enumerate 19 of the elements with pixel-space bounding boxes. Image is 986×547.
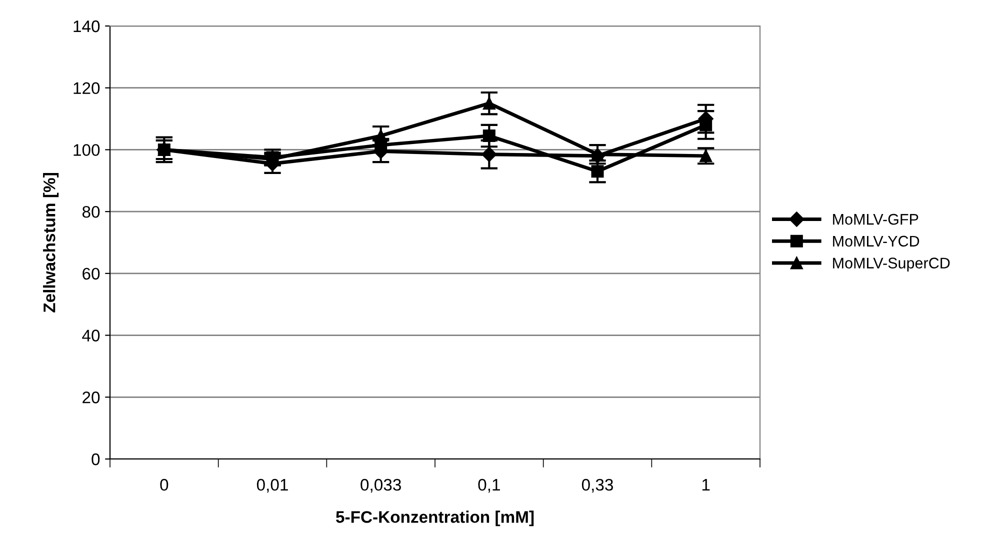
x-tick-label: 0,1 (478, 478, 500, 493)
x-tick-label: 1 (702, 479, 710, 491)
x-tick-label: 0,01 (256, 478, 288, 493)
legend-label: MoMLV-YCD (833, 236, 920, 247)
legend-label: MoMLV-GFP (833, 214, 918, 225)
x-tick-label: 0,33 (582, 478, 613, 493)
y-tick-label: 140 (74, 20, 100, 32)
y-tick-label: 80 (82, 206, 100, 218)
legend-label: MoMLV-SuperCD (833, 258, 950, 272)
y-tick-label: 20 (82, 392, 100, 404)
y-axis-title: Zellwachstum [%] (43, 173, 59, 312)
x-axis-title: 5-FC-Konzentration [mM] (336, 510, 534, 526)
y-tick-label: 120 (74, 82, 100, 94)
y-tick-label: 60 (82, 268, 100, 280)
y-tick-label: 0 (92, 453, 100, 466)
y-tick-label: 40 (82, 330, 100, 342)
x-tick-label: 0 (160, 478, 168, 491)
y-tick-label: 100 (74, 144, 100, 156)
x-tick-label: 0,033 (360, 478, 401, 493)
